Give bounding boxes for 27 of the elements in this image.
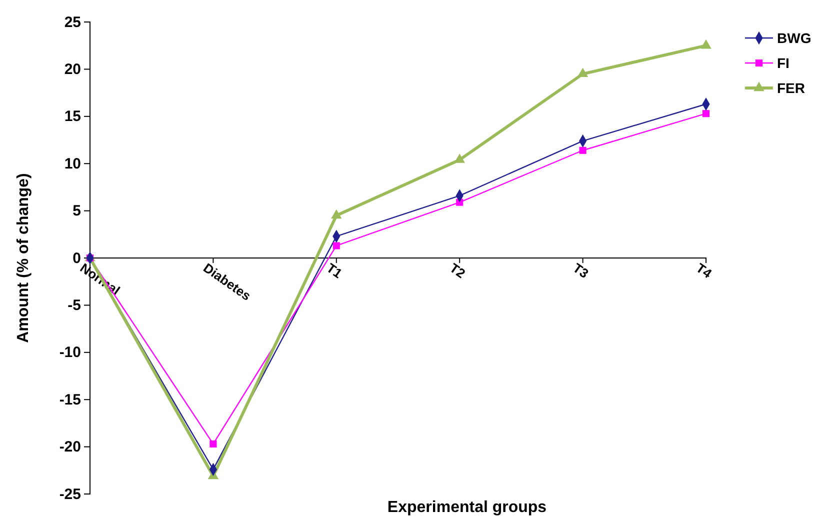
legend-label: FI <box>777 55 790 71</box>
y-tick-label: -20 <box>59 438 81 456</box>
point <box>331 209 342 219</box>
y-tick-label: 25 <box>64 14 81 31</box>
y-axis-title: Amount (% of change) <box>15 173 32 343</box>
y-tick-label: 20 <box>64 61 81 78</box>
x-tick-label: T2 <box>447 260 468 282</box>
y-tick-label: -10 <box>59 344 81 362</box>
y-tick-label: 0 <box>72 250 81 267</box>
legend-label: BWG <box>777 30 812 46</box>
legend-label: FER <box>777 80 805 96</box>
y-tick-label: 5 <box>72 202 81 220</box>
x-tick-label: T3 <box>570 260 592 282</box>
x-tick-label: T1 <box>324 260 345 282</box>
point <box>332 242 340 250</box>
y-tick-label: 15 <box>64 108 81 126</box>
x-axis-title: Experimental groups <box>387 499 547 516</box>
point <box>210 440 217 448</box>
point <box>700 39 712 49</box>
y-tick-label: -15 <box>59 391 81 408</box>
y-tick-label: 10 <box>64 155 81 172</box>
point <box>579 146 586 154</box>
y-tick-label: -25 <box>59 486 81 503</box>
point <box>577 68 588 78</box>
y-tick-label: -5 <box>68 297 81 314</box>
x-tick-label: T4 <box>693 260 716 282</box>
point <box>702 110 710 118</box>
